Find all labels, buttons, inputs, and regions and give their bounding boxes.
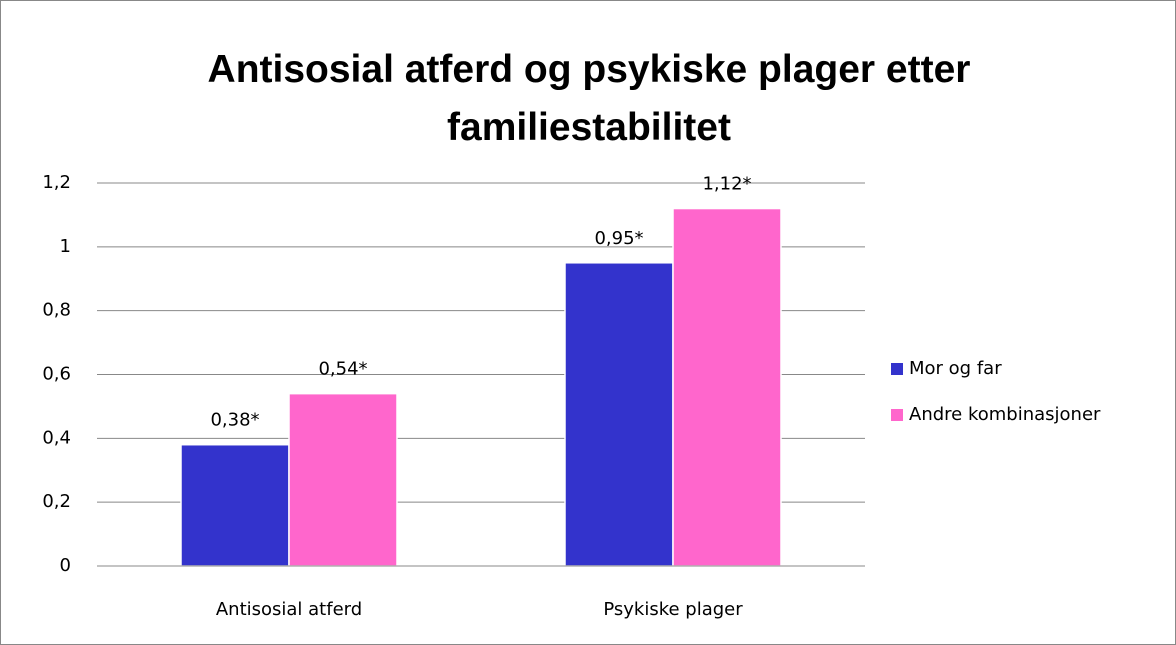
y-tick-label: 0 (60, 555, 71, 576)
data-label: 1,12* (702, 174, 751, 195)
x-tick-label: Psykiske plager (603, 599, 743, 620)
data-label: 0,38* (210, 410, 259, 431)
y-tick-label: 0,8 (42, 300, 71, 321)
y-tick-label: 0,4 (42, 427, 71, 448)
y-tick-label: 0,2 (42, 491, 71, 512)
legend-swatch (891, 363, 903, 375)
data-label: 0,54* (318, 359, 367, 380)
legend-swatch (891, 409, 903, 421)
legend-label: Andre kombinasjoner (909, 404, 1101, 425)
bar (180, 443, 290, 567)
legend-label: Mor og far (909, 358, 1002, 379)
y-tick-label: 1 (60, 236, 71, 257)
bar (672, 207, 782, 567)
y-tick-label: 1,2 (42, 172, 71, 193)
bar (564, 262, 674, 567)
bar (288, 392, 398, 567)
y-tick-label: 0,6 (42, 364, 71, 385)
chart-title: Antisosial atferd og psykiske plager ett… (207, 48, 971, 149)
data-label: 0,95* (594, 228, 643, 249)
x-tick-label: Antisosial atferd (216, 599, 362, 620)
